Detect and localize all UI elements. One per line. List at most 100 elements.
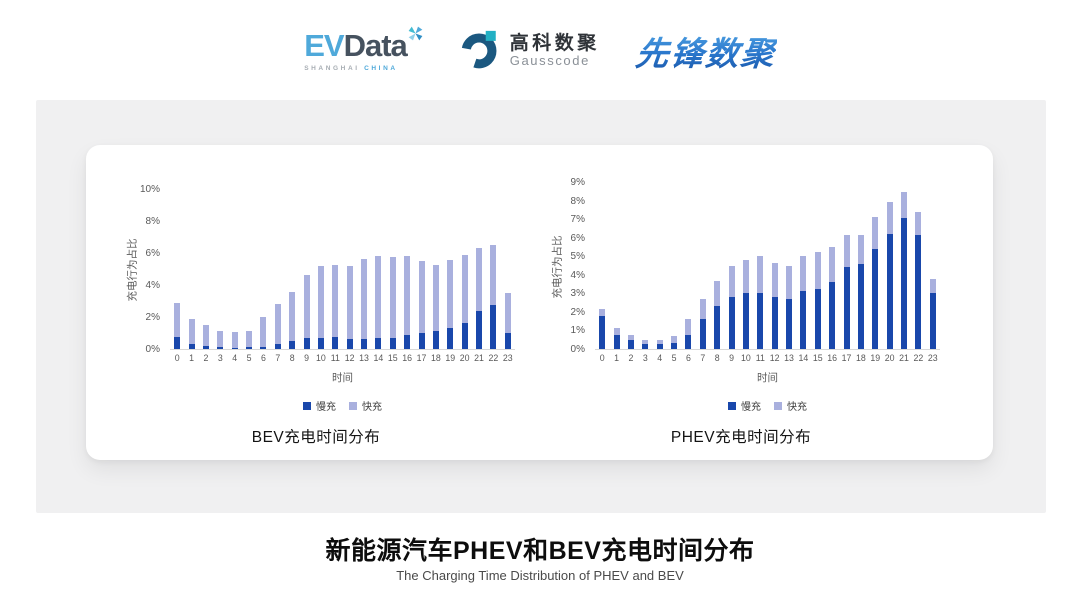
fast-charge-segment <box>375 256 382 338</box>
slow-charge-segment <box>642 344 649 349</box>
fast-charge-segment <box>929 278 936 293</box>
bar-slot: 21 <box>472 190 486 363</box>
slow-charge-segment <box>685 335 692 349</box>
x-tick-label: 6 <box>685 353 691 363</box>
phev-chart-title: PHEV充电时间分布 <box>670 429 812 446</box>
y-tick-label: 8% <box>145 216 160 227</box>
slow-charge-segment <box>188 343 195 349</box>
slow-charge-segment <box>174 336 181 349</box>
slow-charge-segment <box>786 299 793 349</box>
slow-charge-segment <box>332 337 339 349</box>
fast-charge-segment <box>656 339 663 345</box>
x-tick-label: 9 <box>729 353 735 363</box>
fast-charge-segment <box>217 330 224 348</box>
x-tick-label: 10 <box>741 353 751 363</box>
x-tick-label: 5 <box>246 353 252 363</box>
stacked-bar <box>260 317 267 349</box>
fast-charge-label: 快充 <box>362 402 382 413</box>
stacked-bar <box>671 336 678 349</box>
stacked-bar <box>332 265 339 349</box>
fast-charge-segment <box>432 264 439 332</box>
stacked-bar <box>771 263 778 349</box>
slow-charge-segment <box>231 347 238 349</box>
y-tick-label: 1% <box>570 325 585 337</box>
bar-slot: 8 <box>710 183 724 363</box>
xianfeng-logo: 先锋数聚 <box>633 27 778 75</box>
slow-charge-segment <box>217 347 224 349</box>
fast-charge-label: 快充 <box>787 402 807 413</box>
bar-slot: 23 <box>501 190 515 363</box>
fast-charge-swatch <box>774 401 782 410</box>
stacked-bar <box>800 256 807 349</box>
slow-charge-segment <box>461 323 468 349</box>
slow-charge-segment <box>771 296 778 349</box>
stacked-bar <box>786 265 793 349</box>
bar-slot: 0 <box>170 190 184 363</box>
stacked-bar <box>447 259 454 349</box>
bar-slot: 18 <box>854 183 868 363</box>
stacked-bar <box>476 247 483 349</box>
bar-slot: 9 <box>724 183 738 363</box>
x-tick-label: 11 <box>755 353 765 363</box>
slow-charge-swatch <box>303 401 311 410</box>
fast-charge-segment <box>642 339 649 344</box>
fast-charge-segment <box>303 275 310 338</box>
stacked-bar <box>872 217 879 349</box>
bar-slot: 13 <box>357 190 371 363</box>
slow-charge-segment <box>289 341 296 349</box>
phev-chart: 充电行为占比 0% 1% 2% 3% 4% 5% 6% 7% 8% 9% 0 1 2 3 4 5 6 7 8 9 10… <box>531 165 951 450</box>
stacked-bar <box>613 327 620 349</box>
x-tick-label: 15 <box>387 353 398 363</box>
x-tick-label: 2 <box>203 353 209 363</box>
bar-slot: 2 <box>199 190 213 363</box>
evdata-pinwheel-icon <box>408 26 423 45</box>
x-tick-label: 17 <box>841 353 852 363</box>
x-tick-label: 8 <box>289 353 295 363</box>
fast-charge-segment <box>857 235 864 265</box>
gausscode-logo: 高科数聚 Gausscode <box>459 28 600 75</box>
bar-slot: 10 <box>314 190 328 363</box>
stacked-bar <box>188 318 195 349</box>
bev-chart-title: BEV充电时间分布 <box>251 429 381 446</box>
phev-plot-area: 0 1 2 3 4 5 6 7 8 9 10 11 12 13 14 15 16 17 18 19 20 21 22 23 <box>595 183 940 363</box>
slow-charge-segment <box>317 338 324 349</box>
fast-charge-segment <box>757 256 764 294</box>
y-tick-label: 2% <box>145 312 160 323</box>
stacked-bar <box>843 235 850 349</box>
bar-slot: 18 <box>429 190 443 363</box>
evdata-ev-text: EV <box>304 28 344 63</box>
stacked-bar <box>289 291 296 349</box>
slow-charge-segment <box>829 282 836 349</box>
slow-charge-segment <box>476 310 483 349</box>
bev-legend-fast: 快充 <box>349 398 382 413</box>
slow-charge-segment <box>627 340 634 349</box>
stacked-bar <box>504 293 511 349</box>
bev-legend-slow: 慢充 <box>303 398 336 413</box>
slow-charge-segment <box>872 248 879 349</box>
bar-slot: 15 <box>386 190 400 363</box>
phev-y-ticks: 0% 1% 2% 3% 4% 5% 6% 7% 8% 9% <box>531 177 585 355</box>
fast-charge-segment <box>504 293 511 333</box>
x-tick-label: 10 <box>316 353 326 363</box>
bar-slot: 17 <box>839 183 853 363</box>
x-tick-label: 3 <box>642 353 648 363</box>
stacked-bar <box>685 319 692 349</box>
stacked-bar <box>929 278 936 349</box>
fast-charge-segment <box>685 319 692 336</box>
stacked-bar <box>814 251 821 349</box>
slow-charge-segment <box>843 267 850 349</box>
x-tick-label: 23 <box>927 353 938 363</box>
slow-charge-segment <box>671 343 678 349</box>
fast-charge-segment <box>714 281 721 306</box>
evdata-wordmark: EV Data <box>304 26 423 63</box>
y-tick-label: 10% <box>139 184 160 195</box>
x-tick-label: 2 <box>628 353 634 363</box>
x-tick-label: 1 <box>189 353 195 363</box>
fast-charge-segment <box>843 235 850 268</box>
stacked-bar <box>642 339 649 349</box>
slow-charge-segment <box>490 305 497 349</box>
x-tick-label: 0 <box>599 353 605 363</box>
x-tick-label: 9 <box>304 353 310 363</box>
x-tick-label: 8 <box>714 353 720 363</box>
phev-x-axis-label: 时间 <box>757 372 778 384</box>
